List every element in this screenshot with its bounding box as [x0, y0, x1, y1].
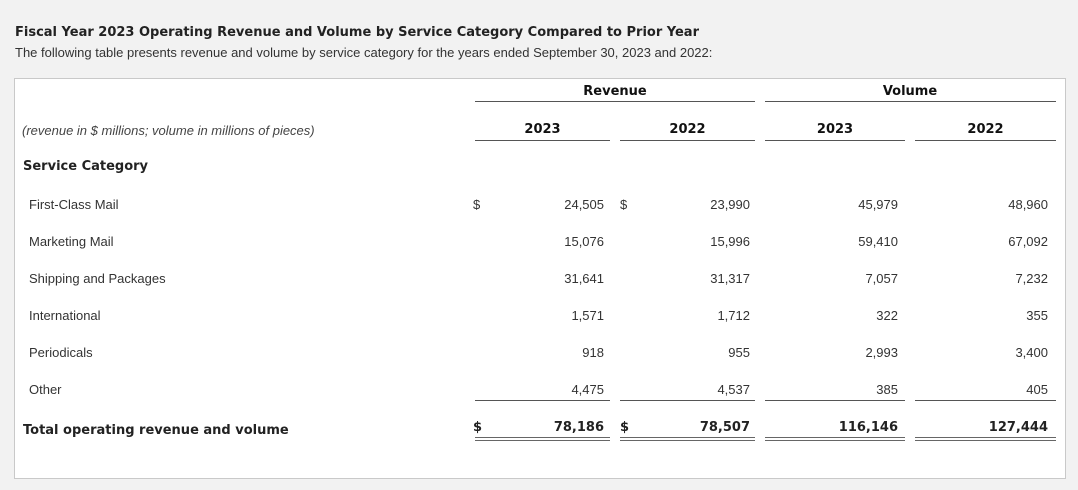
table-cell: 4,537: [717, 382, 750, 397]
total-double-rule: [475, 437, 610, 441]
table-cell: 31,317: [710, 271, 750, 286]
table-cell: 15,996: [710, 234, 750, 249]
subtotal-rule: [765, 400, 905, 401]
total-cell: 78,507: [699, 420, 750, 435]
row-label: Shipping and Packages: [29, 271, 166, 286]
volume-group-header: Volume: [882, 84, 938, 99]
table-cell: 1,712: [717, 308, 750, 323]
table-cell: 7,057: [865, 271, 898, 286]
table-cell: 7,232: [1015, 271, 1048, 286]
table-cell: 385: [876, 382, 898, 397]
total-cell: 127,444: [988, 420, 1048, 435]
subtotal-rule: [620, 400, 755, 401]
table-cell: 322: [876, 308, 898, 323]
year-header-volume-2023: 2023: [816, 122, 854, 137]
total-double-rule: [620, 437, 755, 441]
row-label: Periodicals: [29, 345, 93, 360]
table-cell: 2,993: [865, 345, 898, 360]
year-rule-revenue-2022: [620, 140, 755, 141]
total-cell: 78,186: [553, 420, 604, 435]
currency-symbol: $: [620, 420, 630, 435]
table-cell: 48,960: [1008, 197, 1048, 212]
revenue-group-rule: [475, 101, 755, 102]
page-title: Fiscal Year 2023 Operating Revenue and V…: [15, 25, 699, 40]
year-rule-volume-2023: [765, 140, 905, 141]
table-cell: 1,571: [571, 308, 604, 323]
row-label: First-Class Mail: [29, 197, 119, 212]
volume-group-rule: [765, 101, 1056, 102]
total-double-rule: [915, 437, 1056, 441]
table-cell: 45,979: [858, 197, 898, 212]
unit-note: (revenue in $ millions; volume in millio…: [22, 123, 315, 138]
total-double-rule: [765, 437, 905, 441]
currency-symbol: $: [620, 197, 628, 212]
year-header-revenue-2023: 2023: [524, 122, 561, 137]
table-cell: 15,076: [564, 234, 604, 249]
row-label: International: [29, 308, 101, 323]
year-header-volume-2022: 2022: [967, 122, 1004, 137]
total-row-label: Total operating revenue and volume: [23, 423, 289, 438]
table-cell: 59,410: [858, 234, 898, 249]
year-rule-volume-2022: [915, 140, 1056, 141]
table-cell: 4,475: [571, 382, 604, 397]
table-cell: 23,990: [710, 197, 750, 212]
total-cell: 116,146: [838, 420, 898, 435]
table-cell: 24,505: [564, 197, 604, 212]
subtotal-rule: [915, 400, 1056, 401]
table-cell: 355: [1026, 308, 1048, 323]
row-label: Other: [29, 382, 62, 397]
page-subtitle: The following table presents revenue and…: [15, 45, 713, 60]
table-cell: 955: [728, 345, 750, 360]
table-cell: 405: [1026, 382, 1048, 397]
subtotal-rule: [475, 400, 610, 401]
row-label: Marketing Mail: [29, 234, 114, 249]
table-cell: 31,641: [564, 271, 604, 286]
section-label: Service Category: [23, 159, 149, 174]
currency-symbol: $: [473, 420, 483, 435]
year-rule-revenue-2023: [475, 140, 610, 141]
revenue-group-header: Revenue: [583, 84, 647, 99]
year-header-revenue-2022: 2022: [669, 122, 706, 137]
currency-symbol: $: [473, 197, 481, 212]
table-cell: 918: [582, 345, 604, 360]
table-cell: 3,400: [1015, 345, 1048, 360]
table-cell: 67,092: [1008, 234, 1048, 249]
table-panel: Revenue Volume (revenue in $ millions; v…: [14, 78, 1066, 479]
